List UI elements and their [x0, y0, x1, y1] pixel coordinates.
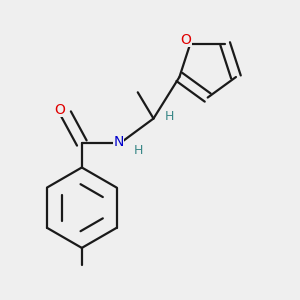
Text: O: O	[181, 33, 191, 46]
Text: N: N	[113, 135, 124, 149]
Text: O: O	[54, 103, 65, 117]
Text: H: H	[134, 144, 143, 157]
Text: H: H	[164, 110, 174, 123]
